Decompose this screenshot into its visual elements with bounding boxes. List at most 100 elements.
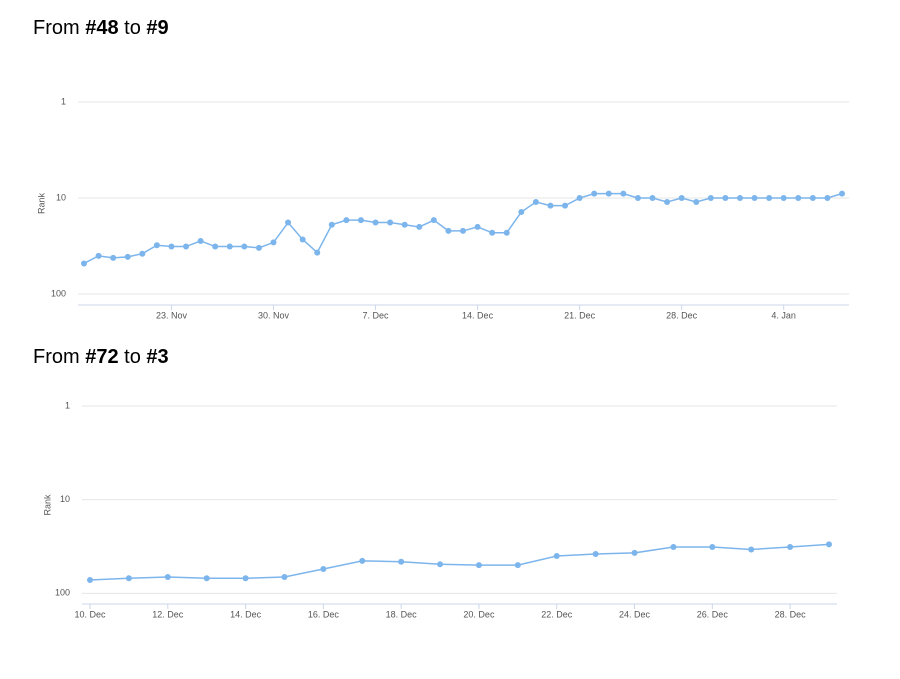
title-part: #9 — [146, 17, 169, 39]
y-tick-label: 1 — [61, 96, 66, 106]
point — [153, 242, 160, 249]
point — [242, 575, 249, 582]
line — [89, 543, 830, 581]
point — [212, 243, 219, 250]
point — [722, 195, 729, 202]
point — [110, 254, 117, 261]
point — [576, 195, 583, 202]
title-part: to — [124, 17, 141, 39]
point — [634, 195, 641, 202]
point — [475, 562, 482, 569]
point — [255, 244, 262, 251]
point — [766, 195, 773, 202]
point — [736, 195, 743, 202]
x-tick-label: 28. Dec — [666, 310, 698, 320]
point — [314, 249, 321, 256]
x-tick-label: 23. Nov — [156, 310, 188, 320]
x-tick-label: 21. Dec — [564, 310, 596, 320]
x-tick-label: 12. Dec — [152, 609, 184, 619]
title-part: to — [124, 346, 141, 368]
x-tick-label: 22. Dec — [541, 609, 573, 619]
point — [489, 229, 496, 236]
x-tick-label: 16. Dec — [308, 609, 340, 619]
point — [416, 223, 423, 230]
title-part: #3 — [146, 346, 169, 368]
point — [839, 190, 845, 197]
point — [343, 217, 350, 224]
point — [693, 199, 700, 206]
point — [226, 243, 233, 250]
x-tick-label: 10. Dec — [74, 609, 106, 619]
point — [359, 557, 366, 564]
point — [124, 253, 131, 260]
point — [164, 574, 171, 581]
y-tick-label: 100 — [51, 288, 66, 298]
point — [430, 217, 437, 224]
point — [547, 202, 554, 209]
point — [203, 575, 210, 582]
point — [139, 250, 146, 257]
point — [787, 543, 794, 550]
title-part: #72 — [85, 346, 119, 368]
title-part: From — [33, 346, 80, 368]
point — [401, 221, 408, 228]
point — [183, 243, 190, 250]
point — [795, 195, 802, 202]
point — [592, 550, 599, 557]
point — [460, 227, 466, 234]
x-tick-label: 24. Dec — [619, 609, 651, 619]
point — [328, 221, 335, 228]
title-part: #48 — [85, 17, 119, 39]
point — [664, 199, 671, 206]
point — [748, 546, 755, 553]
point — [125, 575, 132, 582]
point — [709, 543, 716, 550]
point — [824, 195, 831, 202]
y-tick-label: 10 — [60, 494, 70, 504]
chart-title: From #48 to #9 — [33, 17, 169, 40]
point — [357, 217, 364, 224]
point — [474, 223, 481, 230]
point — [532, 199, 539, 206]
x-tick-label: 18. Dec — [386, 609, 418, 619]
point — [631, 549, 638, 556]
point — [514, 562, 521, 569]
point — [387, 219, 394, 226]
y-tick-label: 1 — [65, 400, 70, 410]
x-tick-label: 4. Jan — [771, 310, 796, 320]
point — [620, 190, 627, 197]
point — [670, 543, 677, 550]
point — [445, 227, 452, 234]
point — [270, 239, 277, 246]
point — [281, 574, 288, 581]
point — [285, 219, 292, 226]
x-tick-label: 30. Nov — [258, 310, 290, 320]
point — [562, 202, 569, 209]
y-tick-label: 100 — [55, 588, 70, 598]
point — [241, 243, 248, 250]
x-tick-label: 14. Dec — [462, 310, 494, 320]
point — [398, 558, 405, 565]
x-tick-label: 20. Dec — [463, 609, 495, 619]
point — [372, 219, 379, 226]
x-tick-label: 7. Dec — [363, 310, 390, 320]
point — [780, 195, 787, 202]
y-axis-label: Rank — [42, 494, 52, 516]
y-axis-label: Rank — [36, 192, 46, 214]
point — [87, 576, 93, 583]
x-tick-label: 26. Dec — [697, 609, 729, 619]
point — [649, 195, 656, 202]
point — [707, 195, 714, 202]
y-tick-label: 10 — [56, 192, 66, 202]
point — [678, 195, 685, 202]
point — [605, 190, 612, 197]
point — [81, 260, 87, 267]
point — [95, 252, 102, 259]
x-tick-label: 28. Dec — [775, 609, 807, 619]
chart-title: From #72 to #3 — [33, 346, 169, 369]
point — [553, 553, 560, 560]
point — [518, 209, 525, 216]
point — [437, 561, 444, 568]
